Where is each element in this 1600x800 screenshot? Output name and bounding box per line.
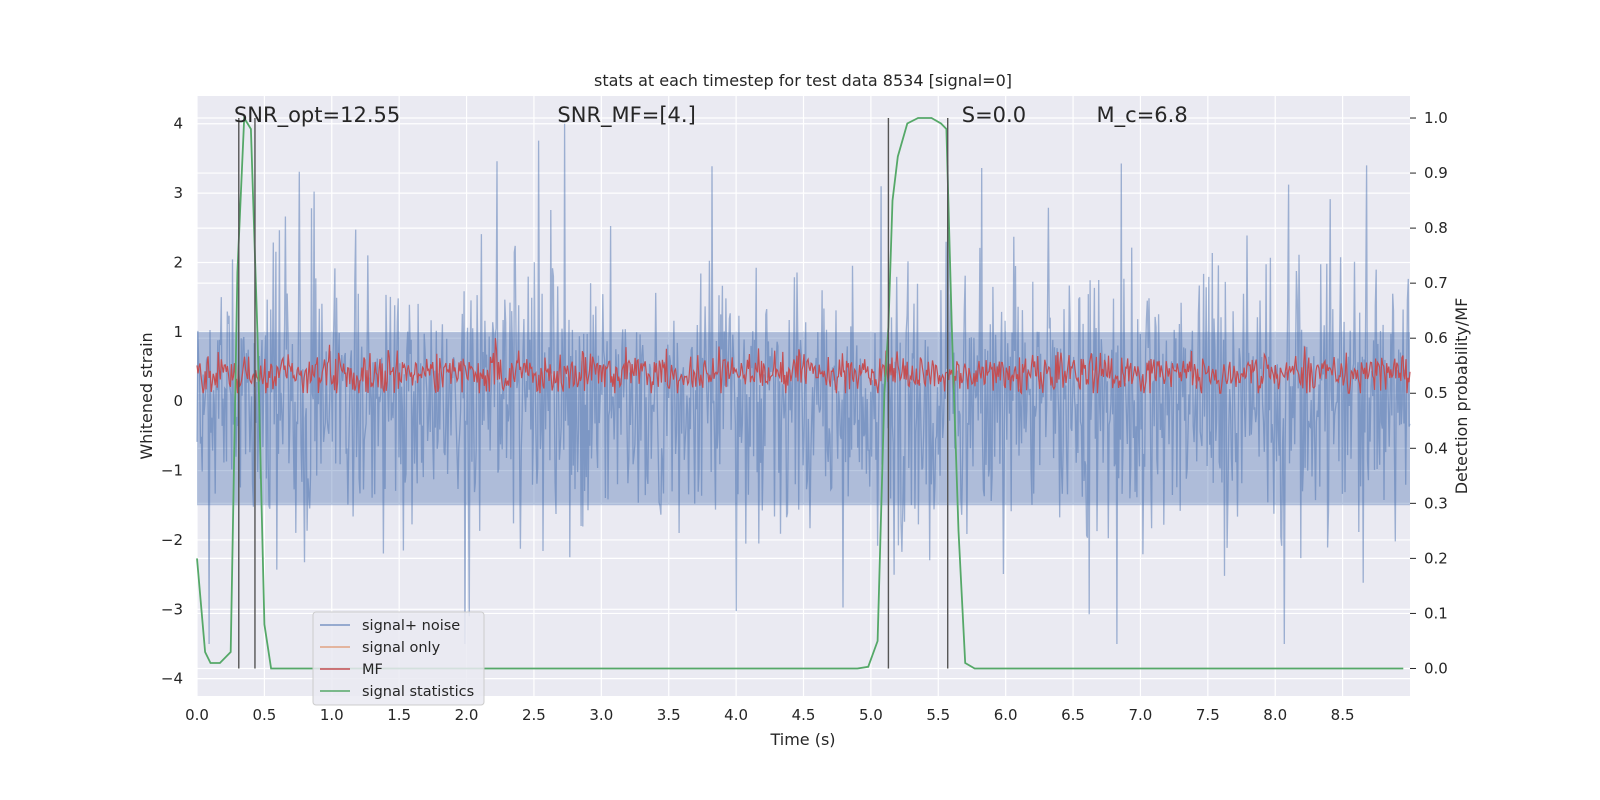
x-tick-label: 2.0 (455, 706, 479, 724)
y-tick-label-right: 0.1 (1424, 604, 1448, 622)
y-tick-label-left: −2 (161, 531, 183, 549)
x-tick-label: 6.0 (994, 706, 1018, 724)
y-tick-label-left: 2 (173, 253, 183, 271)
annotation-text: SNR_MF=[4.] (557, 103, 695, 128)
y-tick-label-right: 0.8 (1424, 219, 1448, 237)
x-tick-label: 3.0 (589, 706, 613, 724)
y-tick-label-right: 0.7 (1424, 274, 1448, 292)
y-tick-label-right: 0.2 (1424, 549, 1448, 567)
legend-label-mf: MF (362, 662, 383, 678)
x-tick-label: 8.0 (1263, 706, 1287, 724)
y-tick-label-left: 0 (173, 392, 183, 410)
x-tick-label: 7.0 (1129, 706, 1153, 724)
series-line-signal-noise (196, 123, 1411, 645)
series-line-signal-statistics (196, 115, 1404, 670)
x-tick-label: 7.5 (1196, 706, 1220, 724)
x-tick-label: 5.5 (926, 706, 950, 724)
annotation-text: S=0.0 (962, 103, 1026, 127)
y-tick-label-right: 0.4 (1424, 439, 1448, 457)
x-tick-label: 4.5 (792, 706, 816, 724)
x-tick-label: 1.5 (387, 706, 411, 724)
y-axis-label-left: Whitened strain (137, 332, 156, 459)
y-tick-label-left: 3 (173, 184, 183, 202)
annotation-text: M_c=6.8 (1097, 103, 1188, 128)
y-tick-label-left: −3 (161, 600, 183, 618)
legend-label-stats: signal statistics (362, 684, 474, 700)
y-tick-label-left: 1 (173, 323, 183, 341)
x-tick-label: 4.0 (724, 706, 748, 724)
y-tick-label-right: 0.0 (1424, 659, 1448, 677)
legend-label-noise: signal+ noise (362, 618, 460, 634)
y-tick-label-right: 0.9 (1424, 164, 1448, 182)
x-tick-label: 1.0 (320, 706, 344, 724)
y-tick-label-right: 0.5 (1424, 384, 1448, 402)
y-tick-label-right: 0.3 (1424, 494, 1448, 512)
y-tick-label-left: 4 (173, 115, 183, 133)
x-tick-label: 2.5 (522, 706, 546, 724)
x-tick-label: 3.5 (657, 706, 681, 724)
x-tick-label: 8.5 (1331, 706, 1355, 724)
y-axis-label-right: Detection probability/MF (1452, 298, 1471, 495)
annotation-text: SNR_opt=12.55 (234, 103, 400, 128)
y-tick-label-right: 0.6 (1424, 329, 1448, 347)
x-tick-label: 0.0 (185, 706, 209, 724)
x-tick-label: 5.0 (859, 706, 883, 724)
legend-box (312, 611, 485, 706)
x-tick-label: 6.5 (1061, 706, 1085, 724)
legend-label-signal: signal only (362, 640, 441, 656)
y-tick-label-left: −4 (161, 670, 183, 688)
chart-title: stats at each timestep for test data 853… (594, 71, 1012, 90)
series-line-mf (196, 338, 1411, 395)
x-axis-label: Time (s) (769, 730, 835, 749)
legend: signal+ noise signal only MF signal stat… (312, 611, 485, 706)
x-tick-label: 0.5 (252, 706, 276, 724)
y-tick-label-right: 1.0 (1424, 109, 1448, 127)
y-tick-label-left: −1 (161, 462, 183, 480)
